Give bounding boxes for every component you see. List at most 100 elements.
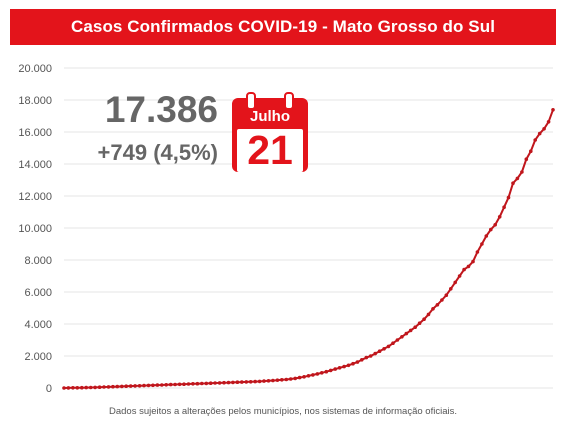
data-point [489, 227, 493, 232]
data-point [262, 379, 266, 383]
data-point [426, 312, 431, 317]
data-point [297, 375, 302, 380]
data-point [293, 376, 298, 381]
data-point [182, 382, 186, 387]
data-point [484, 234, 489, 238]
data-point [106, 385, 111, 389]
data-point [546, 120, 551, 124]
data-point [124, 384, 128, 389]
data-point [355, 360, 360, 364]
data-point [506, 195, 511, 200]
data-point [200, 381, 204, 386]
y-tick-label: 8.000 [24, 255, 52, 267]
data-point [320, 371, 324, 375]
data-point [208, 381, 213, 386]
data-point [80, 385, 84, 390]
data-point [324, 369, 329, 374]
data-point [191, 382, 195, 386]
data-point [133, 384, 137, 388]
data-point [168, 382, 173, 387]
y-tick-label: 4.000 [24, 319, 52, 331]
data-point [551, 108, 555, 112]
data-point [386, 344, 391, 349]
data-point [102, 385, 106, 389]
data-point [422, 317, 426, 322]
data-point [164, 383, 168, 387]
data-point [462, 267, 466, 272]
y-tick-label: 0 [46, 383, 52, 395]
data-point [146, 383, 151, 388]
data-point [413, 325, 418, 330]
data-point [253, 379, 257, 384]
data-point [400, 335, 404, 339]
data-point [328, 368, 333, 373]
data-point [475, 250, 480, 254]
data-point [449, 287, 453, 291]
data-point [466, 264, 471, 269]
data-point [444, 293, 449, 298]
data-point [417, 321, 422, 326]
data-point [342, 364, 346, 369]
y-tick-label: 20.000 [18, 63, 52, 75]
data-point [542, 127, 546, 131]
data-point [337, 366, 342, 370]
y-tick-label: 2.000 [24, 351, 52, 363]
data-point [315, 372, 320, 376]
data-point [217, 381, 222, 385]
grid-lines [64, 67, 553, 389]
y-tick-label: 14.000 [18, 159, 52, 171]
data-point [231, 380, 235, 385]
data-point [515, 176, 520, 181]
data-point [524, 157, 529, 161]
data-point [302, 375, 306, 379]
footnote: Dados sujeitos a alterações pelos municí… [109, 406, 457, 417]
data-point [93, 385, 97, 390]
data-point [173, 382, 177, 387]
data-point [155, 383, 160, 387]
data-point [128, 384, 133, 388]
data-point [537, 131, 542, 136]
data-point [288, 377, 293, 381]
calendar-icon: Julho 21 [232, 92, 308, 173]
data-point [62, 386, 66, 390]
data-point [222, 380, 226, 385]
data-point [377, 349, 382, 354]
data-point [71, 386, 75, 390]
data-point [97, 385, 102, 390]
y-tick-label: 18.000 [18, 95, 52, 107]
data-point [244, 380, 249, 384]
data-point [404, 331, 409, 336]
y-tick-label: 16.000 [18, 127, 52, 139]
calendar-body: Julho 21 [232, 98, 308, 173]
data-point [311, 373, 315, 377]
data-point [453, 280, 458, 285]
data-point [440, 298, 444, 302]
data-point [248, 380, 253, 384]
data-point [213, 381, 217, 385]
calendar-ring-left [246, 92, 256, 110]
data-point [351, 361, 355, 366]
y-tick-label: 10.000 [18, 223, 52, 235]
data-point [497, 215, 502, 219]
data-point [66, 386, 71, 390]
data-point [373, 351, 378, 356]
data-point [435, 303, 440, 307]
data-point [177, 382, 182, 387]
data-point [120, 384, 124, 389]
y-tick-label: 6.000 [24, 287, 52, 299]
calendar-page [237, 129, 303, 172]
data-point [360, 358, 364, 362]
data-point [280, 378, 284, 382]
total-cases: 17.386 [104, 89, 218, 130]
data-point [204, 381, 209, 386]
data-point [480, 242, 484, 246]
data-point [111, 384, 115, 389]
data-point [186, 382, 191, 386]
data-point [391, 341, 395, 346]
data-point [115, 384, 120, 389]
calendar-month: Julho [250, 108, 290, 125]
data-point [511, 181, 515, 185]
data-point [75, 386, 80, 390]
calendar-ring-right [284, 92, 294, 110]
data-point [408, 328, 413, 333]
